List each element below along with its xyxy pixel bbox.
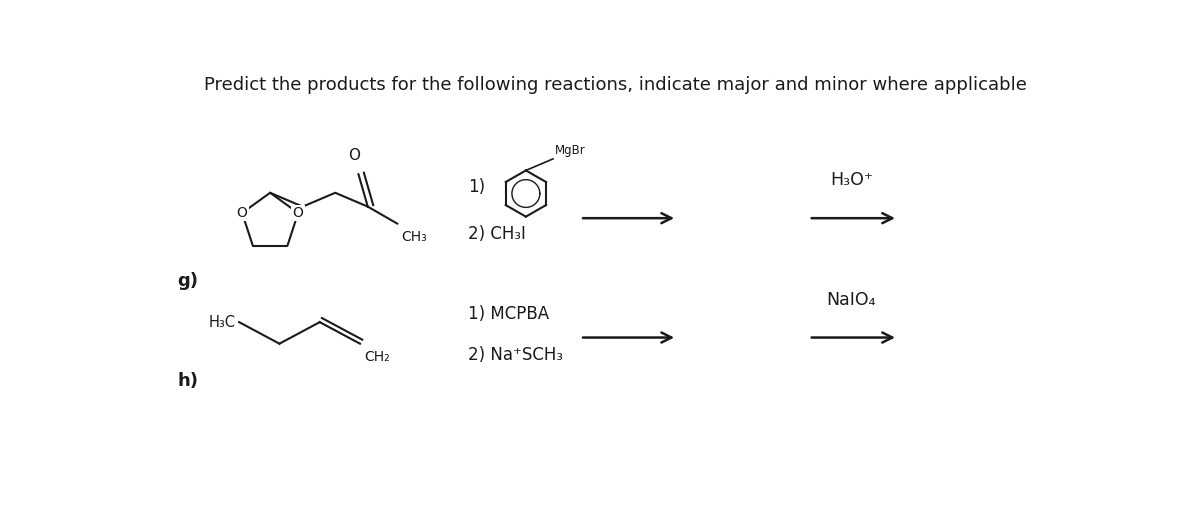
Text: O: O [236,206,247,220]
Text: NaIO₄: NaIO₄ [827,291,876,309]
Text: CH₂: CH₂ [364,350,390,364]
Text: CH₃: CH₃ [401,230,427,244]
Text: 1): 1) [468,179,485,196]
Text: 2) Na⁺SCH₃: 2) Na⁺SCH₃ [468,346,563,364]
Text: 1) MCPBA: 1) MCPBA [468,305,548,324]
Text: O: O [349,148,361,163]
Text: H₃O⁺: H₃O⁺ [830,171,872,189]
Text: H₃C: H₃C [209,315,235,329]
Text: O: O [293,206,304,220]
Text: h): h) [178,372,198,390]
Text: 2) CH₃I: 2) CH₃I [468,224,526,243]
Text: g): g) [178,272,198,290]
Text: Predict the products for the following reactions, indicate major and minor where: Predict the products for the following r… [204,76,1026,94]
Text: MgBr: MgBr [554,144,586,157]
